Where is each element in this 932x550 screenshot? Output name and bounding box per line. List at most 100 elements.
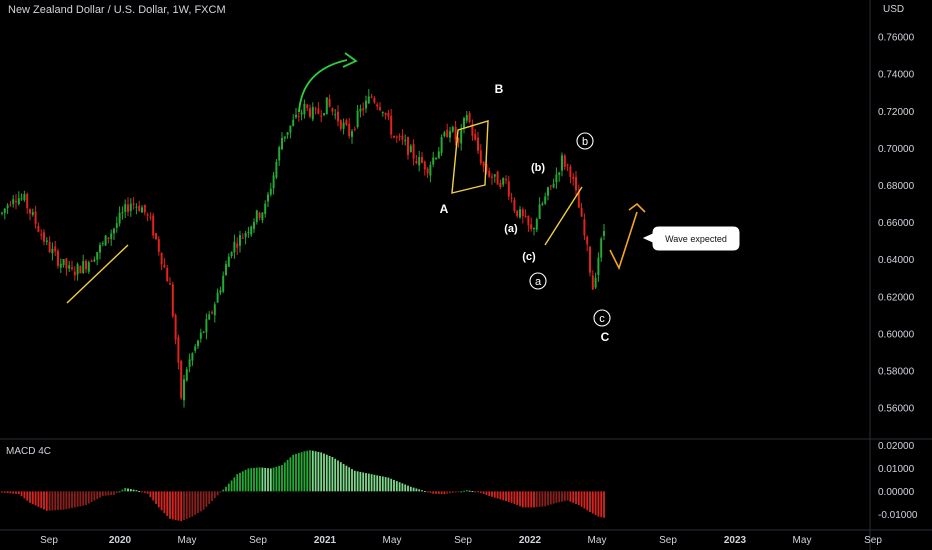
candle: [59, 258, 62, 273]
macd-bar: [160, 491, 163, 511]
candle: [353, 126, 356, 132]
macd-bar: [272, 467, 275, 492]
candle: [463, 116, 465, 134]
macd-bar: [244, 469, 247, 492]
candle: [591, 270, 594, 290]
candle: [334, 108, 337, 120]
candle: [213, 301, 216, 323]
callout-bubble[interactable]: [642, 226, 740, 251]
candle: [404, 134, 407, 146]
macd-bar: [101, 491, 104, 496]
price-tick-label: 0.76000: [878, 33, 915, 44]
price-tick-label: 0.62000: [878, 292, 915, 303]
macd-bar: [213, 491, 216, 499]
macd-bar: [379, 475, 381, 492]
candle: [272, 171, 275, 195]
candle: [373, 96, 376, 104]
candle: [348, 117, 351, 139]
macd-bar: [362, 472, 365, 492]
candle: [12, 195, 15, 208]
candle: [549, 185, 552, 190]
macd-bar: [524, 491, 527, 508]
wave-label-a-minor[interactable]: (a): [504, 223, 518, 235]
macd-bar: [183, 491, 185, 520]
macd-bar: [401, 483, 404, 492]
macd-bar: [440, 491, 443, 495]
candle: [17, 191, 20, 206]
macd-bar: [188, 491, 191, 518]
macd-bar: [454, 491, 457, 493]
candle: [393, 135, 395, 139]
macd-bar: [289, 457, 292, 492]
macd-bar: [96, 491, 99, 499]
wave-label-a-major[interactable]: A: [440, 202, 449, 216]
candle: [57, 248, 59, 269]
macd-bar: [569, 491, 572, 502]
macd-bar: [384, 477, 387, 492]
candle: [401, 129, 404, 145]
macd-bar: [149, 491, 152, 498]
wave-label-c-major[interactable]: C: [601, 330, 610, 344]
candle: [253, 218, 255, 233]
wave-circle-a: [529, 272, 547, 290]
candle: [395, 135, 398, 143]
macd-bar: [138, 491, 141, 493]
macd-bar: [566, 491, 569, 501]
candle: [171, 281, 174, 319]
candle: [194, 343, 197, 354]
swing-arrow[interactable]: [298, 59, 348, 113]
wave-label-c-minor[interactable]: (c): [522, 251, 536, 263]
macd-bar: [499, 491, 502, 500]
candle: [65, 257, 68, 276]
macd-bar: [393, 479, 395, 492]
candle: [208, 311, 211, 321]
wave-label-b-minor[interactable]: (b): [531, 162, 545, 174]
candle: [230, 251, 233, 259]
time-axis[interactable]: Sep 2020 May Sep 2021 May Sep 2022 May Sep 2023 May…: [40, 535, 882, 546]
candle: [387, 110, 390, 121]
wave-label-b-major[interactable]: B: [495, 82, 504, 96]
macd-bar: [415, 488, 418, 492]
candle: [183, 374, 185, 408]
macd-bar: [87, 491, 90, 504]
macd-bar: [146, 491, 149, 494]
candle: [51, 242, 54, 261]
macd-bar: [281, 465, 283, 492]
candle: [409, 143, 412, 153]
candle: [345, 118, 348, 127]
time-tick-label: 2021: [314, 535, 337, 546]
macd-bar: [535, 491, 538, 508]
trendline-2019[interactable]: [66, 244, 129, 304]
macd-bar: [505, 491, 507, 502]
candle: [9, 200, 12, 207]
candle: [26, 192, 29, 214]
price-tick-label: 0.66000: [878, 218, 915, 229]
macd-bar: [485, 491, 488, 495]
macd-bar: [219, 491, 222, 493]
macd-bar: [129, 489, 132, 492]
candle: [328, 94, 331, 108]
macd-bar: [513, 491, 516, 504]
macd-bar: [37, 491, 40, 507]
macd-bar: [530, 491, 533, 508]
macd-bar: [561, 491, 563, 502]
chart-drawings[interactable]: B A (b) (a) (c) b a c C Wave expected: [66, 52, 740, 344]
candle: [227, 253, 230, 267]
wave-b-channel[interactable]: [451, 120, 489, 194]
candle: [552, 178, 555, 189]
candle: [384, 112, 387, 120]
price-axis[interactable]: 0.76000 0.74000 0.72000 0.70000 0.68000 0.660…: [878, 33, 915, 415]
candle: [502, 177, 505, 187]
candle: [177, 334, 180, 370]
macd-bar: [107, 491, 110, 496]
macd-bar: [409, 486, 412, 492]
trendline-2022[interactable]: [544, 186, 583, 246]
wave-label-c-circled[interactable]: c: [599, 313, 605, 325]
candle: [407, 136, 409, 160]
projection-path[interactable]: [609, 211, 638, 271]
macd-bar: [292, 454, 295, 492]
wave-label-a-circled[interactable]: a: [535, 276, 542, 288]
wave-label-b-circled[interactable]: b: [582, 136, 588, 148]
candle: [31, 208, 34, 217]
